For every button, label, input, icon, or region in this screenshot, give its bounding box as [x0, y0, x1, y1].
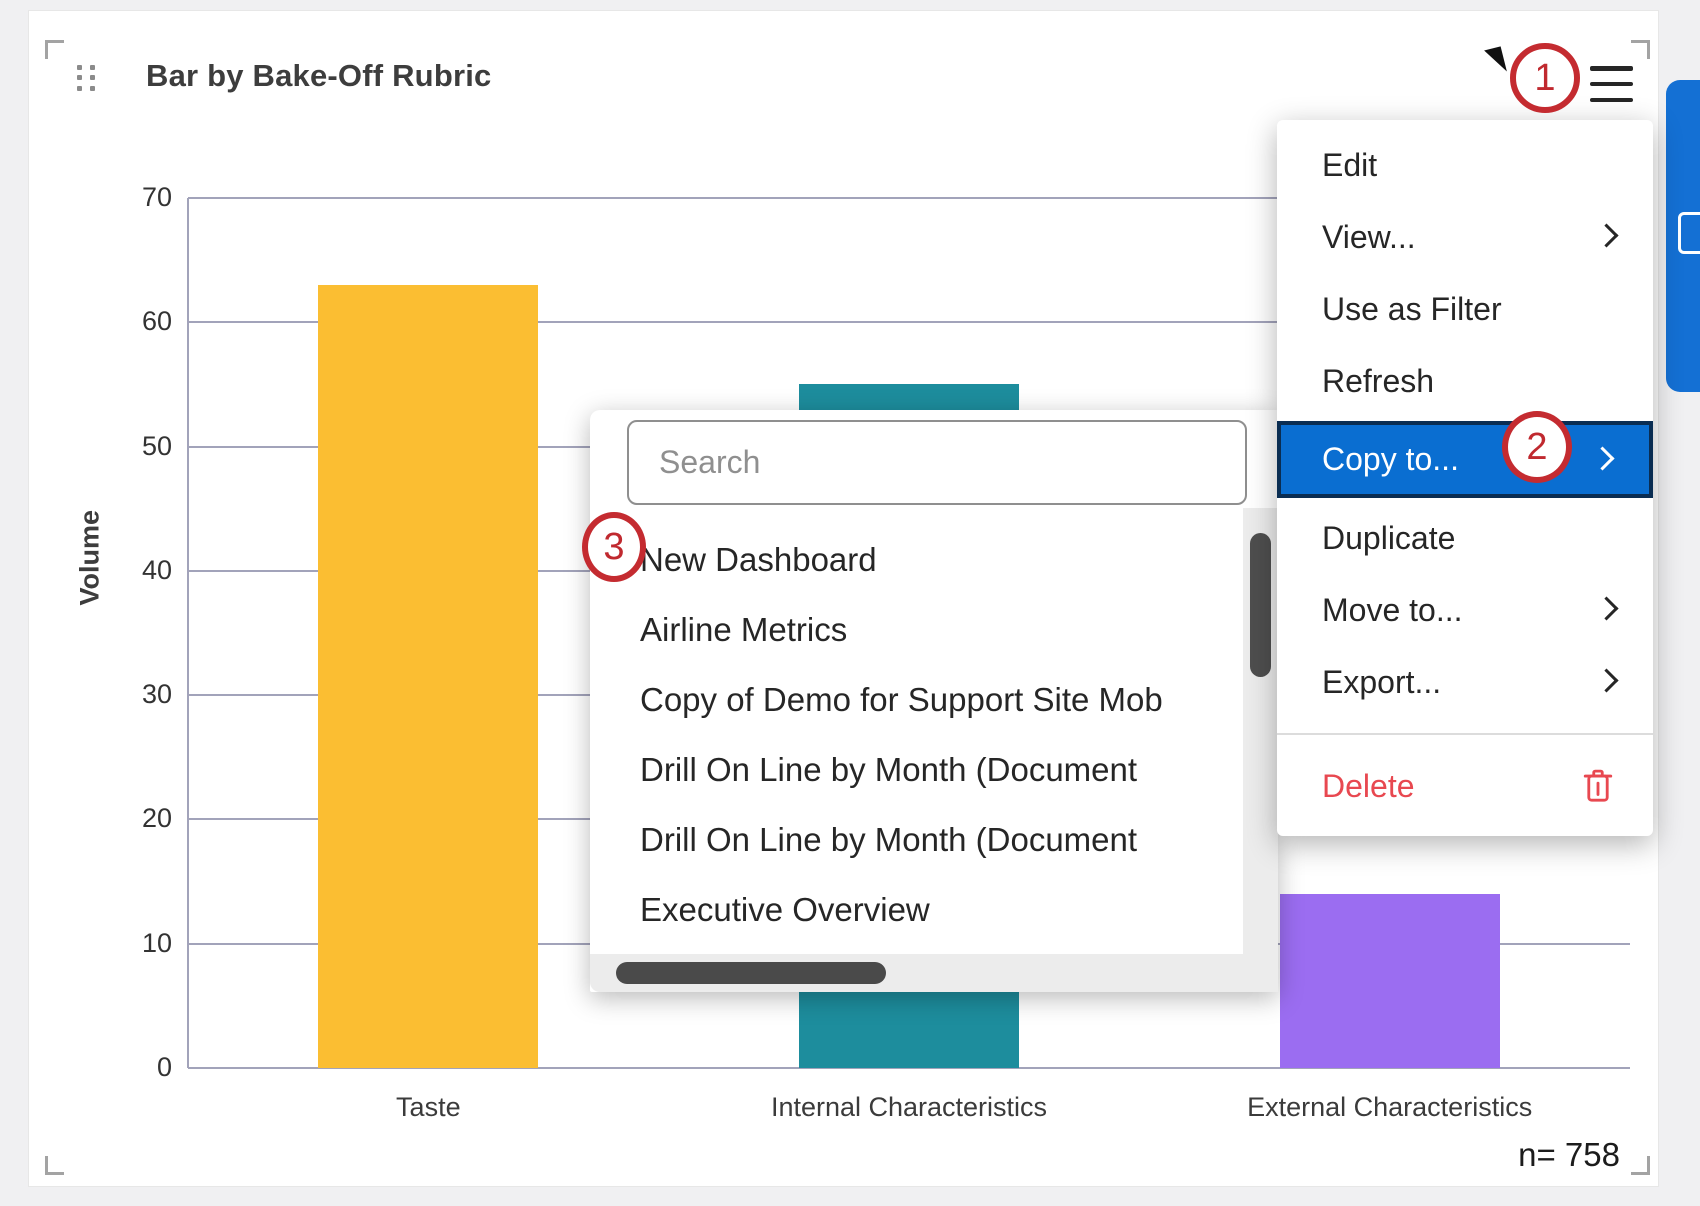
- menu-item-label: View...: [1322, 219, 1416, 255]
- gridline: [188, 197, 1630, 199]
- menu-divider: [1277, 733, 1653, 735]
- selection-corner-bottom-right: [1631, 1156, 1650, 1175]
- menu-item-label: Export...: [1322, 664, 1442, 700]
- annotation-step-3: 3: [582, 512, 646, 582]
- y-tick-label: 10: [141, 927, 172, 958]
- annotation-step-2: 2: [1502, 411, 1572, 483]
- x-tick-label: External Characteristics: [1247, 1092, 1533, 1122]
- chevron-right-icon: [1594, 668, 1619, 693]
- menu-item-label: Copy to...: [1322, 441, 1459, 477]
- square-outline-icon: [1678, 212, 1700, 254]
- dashboard-list-item[interactable]: Executive Overview: [640, 891, 930, 928]
- chevron-right-icon: [1594, 223, 1619, 248]
- bar-taste[interactable]: [318, 285, 539, 1068]
- y-tick-label: 70: [141, 182, 172, 212]
- widget-options-menu-icon[interactable]: [1590, 66, 1633, 102]
- dashboard-list-item[interactable]: New Dashboard: [640, 541, 877, 578]
- menu-item-duplicate[interactable]: Duplicate: [1277, 502, 1653, 574]
- trash-icon: [1583, 769, 1613, 802]
- menu-item-export[interactable]: Export...: [1277, 646, 1653, 718]
- gridline: [188, 321, 1630, 324]
- menu-item-edit[interactable]: Edit: [1277, 129, 1653, 201]
- chevron-right-icon: [1594, 596, 1619, 621]
- y-tick-label: 30: [141, 679, 172, 710]
- selection-corner-top-left: [45, 40, 64, 59]
- y-tick-label: 40: [141, 554, 172, 585]
- sample-size-label: n= 758: [1518, 1136, 1620, 1173]
- widget-context-menu: Edit View... Use as Filter Refresh Copy to..…: [1277, 120, 1653, 836]
- menu-item-label: Delete: [1322, 768, 1415, 804]
- menu-item-view[interactable]: View...: [1277, 201, 1653, 273]
- widget-title: Bar by Bake-Off Rubric: [146, 58, 492, 93]
- horizontal-scrollbar[interactable]: [590, 954, 1278, 992]
- vertical-scrollbar-thumb[interactable]: [1250, 533, 1271, 677]
- y-tick-label: 20: [141, 803, 172, 834]
- dashboard-list-item[interactable]: Drill On Line by Month (Document: [640, 821, 1138, 858]
- bar-external-characteristics[interactable]: [1279, 894, 1500, 1068]
- horizontal-scrollbar-thumb[interactable]: [616, 962, 886, 984]
- vertical-scrollbar[interactable]: [1243, 508, 1278, 954]
- menu-item-label: Refresh: [1322, 363, 1435, 399]
- menu-item-label: Edit: [1322, 147, 1378, 183]
- menu-item-refresh[interactable]: Refresh: [1277, 345, 1653, 417]
- menu-item-copy-to[interactable]: Copy to...: [1277, 421, 1653, 498]
- menu-item-label: Use as Filter: [1322, 291, 1502, 327]
- dashboard-list-item[interactable]: Copy of Demo for Support Site Mob: [640, 681, 1163, 718]
- search-input[interactable]: [627, 420, 1247, 505]
- y-tick-label: 0: [156, 1052, 172, 1082]
- annotation-step-1: 1: [1510, 43, 1580, 113]
- selection-corner-top-right: [1631, 40, 1650, 59]
- dashboard-list-item[interactable]: Airline Metrics: [640, 611, 848, 648]
- selection-corner-bottom-left: [45, 1156, 64, 1175]
- menu-item-delete[interactable]: Delete: [1277, 750, 1653, 822]
- x-tick-label: Internal Characteristics: [770, 1092, 1048, 1122]
- chevron-right-icon: [1590, 445, 1615, 471]
- x-tick-label: Taste: [396, 1092, 461, 1122]
- dashboard-list-item[interactable]: Drill On Line by Month (Document: [640, 751, 1138, 788]
- menu-item-move-to[interactable]: Move to...: [1277, 574, 1653, 646]
- menu-item-label: Move to...: [1322, 592, 1463, 628]
- side-panel[interactable]: [1666, 80, 1700, 392]
- copy-to-submenu: New Dashboard Airline Metrics Copy of Demo…: [590, 410, 1278, 992]
- y-tick-label: 60: [141, 306, 172, 337]
- y-axis-line: [187, 198, 189, 1068]
- y-tick-label: 50: [141, 430, 172, 461]
- gridline: [188, 1067, 1630, 1069]
- menu-item-label: Duplicate: [1322, 520, 1456, 556]
- menu-item-use-as-filter[interactable]: Use as Filter: [1277, 273, 1653, 345]
- drag-handle-icon[interactable]: [74, 63, 98, 93]
